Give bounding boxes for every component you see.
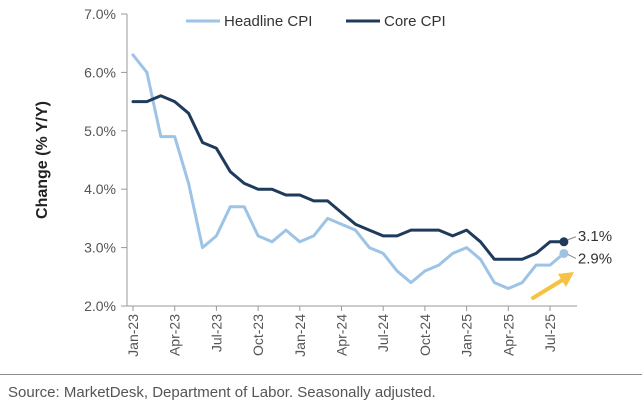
headline-cpi-line xyxy=(131,53,566,290)
y-axis-label: Change (% Y/Y) xyxy=(34,101,51,219)
y-tick-label: 4.0% xyxy=(84,181,116,197)
legend-item-headline-cpi: Headline CPI xyxy=(186,13,312,30)
core-cpi-leader xyxy=(567,236,577,241)
x-tick-label: Jan-25 xyxy=(459,314,475,357)
arrow-head xyxy=(558,272,574,287)
x-tick-label: Apr-24 xyxy=(334,314,350,356)
legend-label: Headline CPI xyxy=(224,13,312,30)
x-tick-label: Apr-25 xyxy=(500,314,516,356)
x-tick-label: Jul-25 xyxy=(542,314,558,352)
y-tick-label: 2.0% xyxy=(84,298,116,314)
source-note: Source: MarketDesk, Department of Labor.… xyxy=(8,384,436,401)
core-cpi-end-marker xyxy=(559,237,569,247)
y-tick-label: 3.0% xyxy=(84,240,116,256)
headline-cpi-end-marker xyxy=(559,248,569,258)
headline-cpi-end-label: 2.9% xyxy=(578,250,612,267)
x-tick-label: Oct-23 xyxy=(250,314,266,356)
cpi-line-chart: 7.0% 6.0% 5.0% 4.0% 3.0% 2.0% Jan-23 Apr-23 Jul… xyxy=(34,6,612,357)
x-tick-label: Jan-23 xyxy=(125,314,141,357)
x-tick-label: Apr-23 xyxy=(167,314,183,356)
arrow-shaft xyxy=(531,277,566,300)
y-tick-label: 6.0% xyxy=(84,64,116,80)
x-tick-label: Jul-23 xyxy=(208,314,224,352)
x-tick-label: Jan-24 xyxy=(292,314,308,357)
x-tick-label: Jul-24 xyxy=(375,314,391,352)
y-tick-label: 7.0% xyxy=(84,6,116,22)
headline-cpi-leader xyxy=(567,253,577,259)
core-cpi-end-label: 3.1% xyxy=(578,228,612,245)
footer-divider xyxy=(0,374,642,375)
legend-label: Core CPI xyxy=(384,13,446,30)
y-tick-label: 5.0% xyxy=(84,123,116,139)
upward-arrow-annotation xyxy=(531,272,574,300)
core-cpi-line xyxy=(131,94,566,261)
legend-item-core-cpi: Core CPI xyxy=(346,13,446,30)
x-tick-label: Oct-24 xyxy=(417,314,433,356)
